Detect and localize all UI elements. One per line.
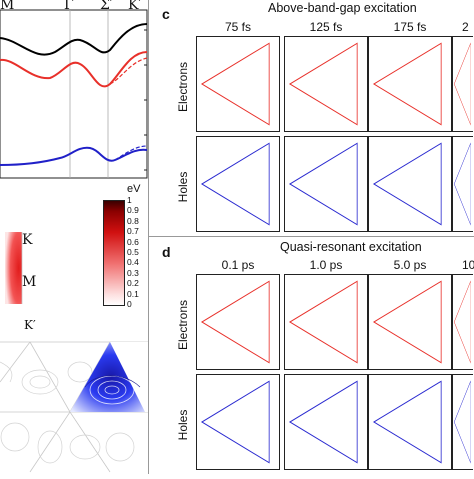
panel_d-contour-cell bbox=[368, 274, 452, 370]
bz-contour-plot bbox=[0, 222, 148, 473]
panel_c-contour-cell bbox=[196, 36, 280, 132]
band-structure-plot bbox=[0, 9, 148, 179]
panel_d-time-label: 0.1 ps bbox=[221, 258, 255, 272]
colorbar-tick-label: 0.9 bbox=[127, 205, 139, 216]
colorbar-tick-label: 0.4 bbox=[127, 257, 139, 268]
vertical-divider bbox=[148, 0, 149, 474]
panel_c-contour-cell bbox=[452, 136, 473, 232]
panel_d-contour-cell bbox=[452, 274, 473, 370]
panel_c-contour-cell bbox=[368, 36, 452, 132]
colorbar-tick-label: 1 bbox=[127, 195, 132, 205]
panel_d-contour-cell bbox=[284, 374, 368, 470]
panel_d-time-label: 1.0 ps bbox=[309, 258, 343, 272]
bz-contour-panel: K M K′ bbox=[0, 222, 148, 474]
colorbar-tick-label: 0.2 bbox=[127, 278, 139, 289]
colorbar-tick-label: 0.5 bbox=[127, 247, 139, 257]
bz-label-kprime: K′ bbox=[24, 318, 36, 332]
panel-d-letter: d bbox=[162, 244, 171, 260]
colorbar-tick-label: 0.7 bbox=[127, 226, 139, 237]
panel_c-contour-cell bbox=[368, 136, 452, 232]
colorbar-tick-label: 0.8 bbox=[127, 215, 139, 226]
colorbar: eV 1 0.9 0.8 0.7 0.6 0.5 0.4 0.3 0.2 0.1 0 bbox=[100, 184, 148, 308]
colorbar-tick-label: 0.3 bbox=[127, 267, 139, 278]
panel_c-contour-cell bbox=[196, 136, 280, 232]
kpoint-label-sigma: Σ′ bbox=[100, 0, 114, 13]
panel_d-row-label: Electrons bbox=[176, 299, 190, 351]
panel-d-title: Quasi-resonant excitation bbox=[280, 240, 422, 254]
colorbar-unit: eV bbox=[127, 183, 141, 195]
colorbar-tick-label: 0 bbox=[127, 299, 132, 309]
kpoint-label-m: M bbox=[0, 0, 15, 13]
panel_c-contour-cell bbox=[284, 136, 368, 232]
kpoint-label-kprime: K′ bbox=[128, 0, 142, 13]
panel_c-contour-cell bbox=[284, 36, 368, 132]
panel-c-letter: c bbox=[162, 6, 170, 22]
panel_c-row-label: Holes bbox=[176, 171, 190, 203]
panel_d-contour-cell bbox=[452, 374, 473, 470]
colorbar-gradient bbox=[103, 200, 125, 306]
panel_c-time-label: 175 fs bbox=[393, 20, 427, 34]
band-structure-panel: M Γ Σ′ K′ bbox=[0, 0, 148, 180]
panel-c-title: Above-band-gap excitation bbox=[268, 1, 417, 15]
panel_c-time-label: 125 fs bbox=[309, 20, 343, 34]
bz-label-m: M bbox=[22, 274, 37, 290]
panel_d-contour-cell bbox=[196, 374, 280, 470]
colorbar-tick-label: 0.1 bbox=[127, 288, 139, 299]
colorbar-tick-label: 0.6 bbox=[127, 236, 139, 247]
panel_d-contour-cell bbox=[368, 374, 452, 470]
bz-label-k: K bbox=[22, 232, 33, 248]
panel_c-row-label: Electrons bbox=[176, 61, 190, 113]
panel_c-time-label: 75 fs bbox=[224, 20, 251, 34]
panel_d-contour-cell bbox=[284, 274, 368, 370]
horizontal-divider bbox=[148, 236, 474, 237]
panel_d-row-label: Holes bbox=[176, 409, 190, 441]
panel_d-time-label: 10 bbox=[462, 258, 474, 272]
panel_c-contour-cell bbox=[452, 36, 473, 132]
panel_c-time-label: 2 bbox=[462, 20, 469, 34]
panel_d-time-label: 5.0 ps bbox=[393, 258, 427, 272]
kpoint-label-gamma: Γ bbox=[64, 0, 74, 13]
panel_d-contour-cell bbox=[196, 274, 280, 370]
